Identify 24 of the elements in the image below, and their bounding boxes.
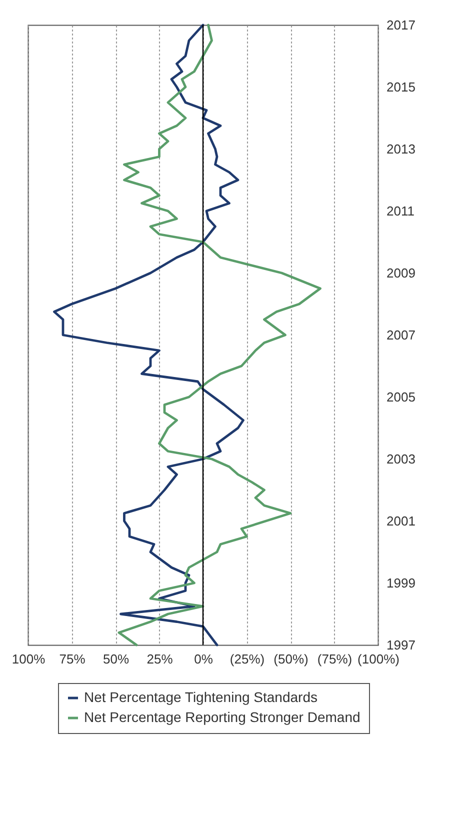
y-tick-label: 2003 — [386, 452, 416, 466]
x-tick-label: 25% — [146, 652, 174, 666]
y-tick-label: 2011 — [386, 204, 414, 218]
line-series — [53, 24, 244, 646]
x-tick-label: (50%) — [274, 652, 308, 666]
legend-label: Net Percentage Reporting Stronger Demand — [84, 709, 360, 725]
y-tick-label: 2005 — [386, 390, 416, 404]
y-tick-label: 2013 — [386, 142, 416, 156]
y-tick-label: 2009 — [386, 266, 416, 280]
x-tick-label: 50% — [102, 652, 130, 666]
y-tick-label: 2001 — [386, 514, 416, 528]
legend-label: Net Percentage Tightening Standards — [84, 689, 318, 705]
y-tick-label: 1999 — [386, 576, 416, 590]
y-tick-label: 2007 — [386, 328, 416, 342]
x-tick-label: 100% — [12, 652, 46, 666]
x-tick-label: 75% — [59, 652, 86, 666]
x-tick-label: 0% — [194, 652, 214, 666]
y-tick-label: 2017 — [386, 18, 416, 32]
x-tick-label: (75%) — [317, 652, 352, 666]
line-series — [118, 24, 322, 646]
x-tick-label: (100%) — [358, 652, 400, 666]
y-tick-label: 2015 — [386, 80, 416, 94]
x-tick-label: (25%) — [230, 652, 265, 666]
y-tick-label: 1997 — [386, 638, 416, 652]
